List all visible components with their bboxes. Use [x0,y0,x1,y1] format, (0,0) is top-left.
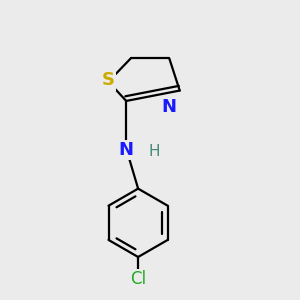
Text: N: N [162,98,177,116]
Text: N: N [119,141,134,159]
Text: H: H [149,144,160,159]
Text: S: S [102,71,115,89]
Text: Cl: Cl [130,270,146,288]
